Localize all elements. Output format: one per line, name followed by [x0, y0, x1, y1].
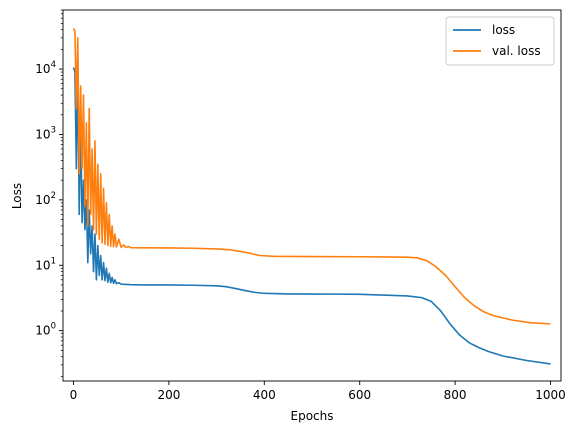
plot-background [63, 10, 561, 381]
x-axis-ticks: 0 200 400 600 800 1000 [70, 381, 566, 402]
x-axis-label: Epochs [291, 409, 334, 423]
x-tick-label: 200 [157, 388, 180, 402]
y-axis-ticks: 100 101 102 103 104 [35, 9, 63, 377]
legend-label-loss: loss [492, 23, 515, 37]
y-tick-label: 102 [35, 191, 56, 207]
x-tick-label: 800 [444, 388, 467, 402]
legend-box [445, 16, 555, 66]
y-tick-label: 104 [35, 60, 56, 76]
x-tick-label: 400 [253, 388, 276, 402]
series-layer [72, 27, 551, 365]
y-tick-label: 101 [35, 256, 56, 272]
x-tick-label: 0 [70, 388, 78, 402]
series-line-loss [72, 67, 551, 365]
x-tick-label: 1000 [535, 388, 566, 402]
plot-frame [62, 9, 562, 382]
legend: loss val. loss [445, 16, 555, 66]
series-line-val-loss [72, 27, 551, 325]
legend-label-val-loss: val. loss [492, 44, 541, 58]
y-tick-label: 103 [35, 125, 56, 141]
y-tick-label: 100 [35, 322, 56, 338]
x-tick-label: 600 [348, 388, 371, 402]
y-axis-label: Loss [10, 183, 24, 209]
